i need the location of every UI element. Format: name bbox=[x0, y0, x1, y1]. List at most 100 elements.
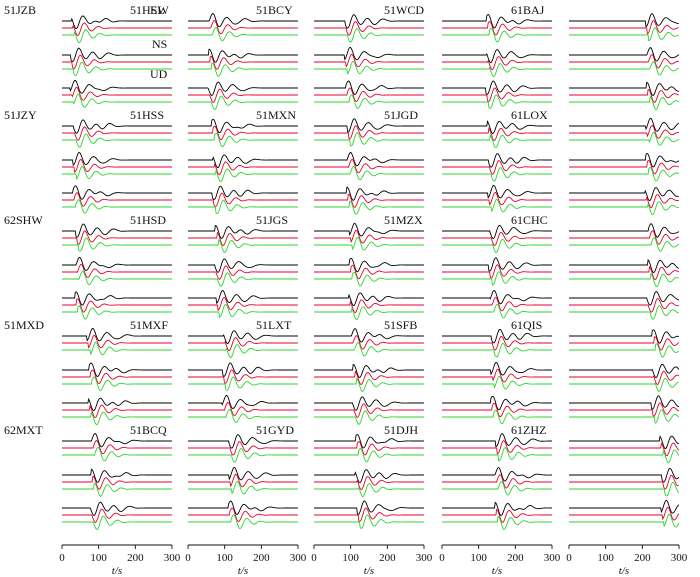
trace-ns-synthetic-1 bbox=[442, 264, 552, 279]
trace-ew-observed bbox=[442, 328, 552, 344]
station-panel-51HSS: 51HSS bbox=[130, 108, 298, 214]
trace-ns-synthetic-1 bbox=[569, 370, 680, 386]
trace-ud-synthetic-2 bbox=[188, 95, 298, 110]
x-axis-col-2: 0 100 200 300 t/s bbox=[185, 544, 307, 577]
trace-ew-synthetic-1 bbox=[569, 20, 679, 35]
trace-ew-synthetic-2 bbox=[188, 448, 298, 463]
trace-ew-synthetic-2 bbox=[188, 344, 298, 359]
x-axis-label: t/s bbox=[238, 565, 248, 577]
trace-ud-synthetic-1 bbox=[569, 298, 679, 313]
trace-ns-synthetic-1 bbox=[188, 265, 298, 280]
trace-ud-observed bbox=[62, 397, 172, 412]
trace-ew-synthetic-2 bbox=[569, 131, 680, 146]
trace-ud-synthetic-1 bbox=[569, 402, 680, 417]
trace-ns-synthetic-1 bbox=[442, 368, 552, 383]
trace-ns-synthetic-2 bbox=[62, 165, 172, 181]
station-panel-51JZY: 51JZY bbox=[4, 108, 172, 214]
station-panel-51MXF: 51MXF bbox=[130, 318, 298, 423]
trace-ns-observed bbox=[62, 362, 172, 377]
trace-ud-observed bbox=[62, 291, 172, 306]
trace-ew-synthetic-2 bbox=[442, 238, 552, 253]
trace-ew-synthetic-1 bbox=[442, 335, 552, 351]
trace-ns-synthetic-1 bbox=[569, 54, 679, 69]
station-label: 51BCQ bbox=[130, 423, 167, 437]
station-label: 51MXF bbox=[130, 318, 168, 332]
trace-ew-observed bbox=[569, 223, 680, 238]
x-tick-label: 0 bbox=[185, 552, 191, 564]
trace-ew-synthetic-2 bbox=[442, 133, 552, 149]
station-panel-51SFB: 51SFB bbox=[384, 318, 552, 425]
trace-ew-synthetic-2 bbox=[188, 132, 298, 148]
station-label: 61LOX bbox=[511, 108, 548, 122]
trace-ud-synthetic-1 bbox=[188, 297, 298, 312]
station-panel-51MXN: 51MXN bbox=[256, 108, 424, 215]
trace-ew-synthetic-2 bbox=[314, 447, 424, 463]
trace-ns-observed bbox=[442, 467, 552, 482]
trace-ns-synthetic-2 bbox=[442, 481, 552, 496]
station-panel-51DJH: 51DJH bbox=[384, 423, 552, 530]
trace-ew-observed bbox=[62, 432, 172, 448]
station-panel-51GYD: 51GYD bbox=[256, 423, 424, 529]
trace-ns-observed bbox=[314, 152, 424, 167]
station-label: 51JGS bbox=[256, 213, 288, 227]
trace-ud-observed bbox=[569, 81, 679, 96]
trace-ew-synthetic-2 bbox=[62, 447, 172, 462]
station-panel-51MXD: 51MXD bbox=[4, 318, 172, 426]
trace-ns-synthetic-2 bbox=[62, 271, 172, 285]
trace-ud-observed bbox=[442, 395, 552, 411]
trace-ns-synthetic-1 bbox=[62, 369, 172, 384]
trace-ew-observed bbox=[569, 13, 679, 28]
trace-ud-synthetic-2 bbox=[188, 304, 298, 319]
x-tick-label: 300 bbox=[290, 552, 307, 564]
trace-ew-synthetic-1 bbox=[314, 229, 424, 244]
trace-ud-observed bbox=[314, 500, 424, 515]
x-axis-label: t/s bbox=[364, 565, 374, 577]
trace-ns-synthetic-2 bbox=[314, 483, 424, 498]
trace-ud-observed bbox=[188, 81, 298, 96]
trace-ns-observed bbox=[188, 362, 298, 377]
trace-ew-observed bbox=[569, 329, 680, 344]
trace-ns-observed bbox=[442, 361, 552, 376]
trace-ud-observed bbox=[188, 185, 298, 201]
station-label: 62SHW bbox=[4, 213, 43, 227]
trace-ew-synthetic-1 bbox=[314, 125, 424, 140]
trace-ud-observed bbox=[62, 185, 172, 200]
trace-ew-synthetic-1 bbox=[314, 21, 424, 36]
trace-ns-synthetic-2 bbox=[62, 482, 172, 497]
trace-ns-synthetic-1 bbox=[442, 56, 552, 71]
trace-ew-synthetic-2 bbox=[62, 133, 172, 148]
x-tick-label: 0 bbox=[59, 552, 65, 564]
trace-ew-observed bbox=[314, 14, 424, 29]
x-tick-label: 300 bbox=[544, 552, 561, 564]
trace-ud-synthetic-1 bbox=[314, 299, 424, 314]
trace-ud-synthetic-2 bbox=[569, 95, 680, 110]
station-panel-51BCY: 51BCY bbox=[256, 3, 424, 109]
trace-ew-synthetic-1 bbox=[62, 230, 172, 245]
trace-ns-observed bbox=[314, 469, 424, 484]
trace-ns-observed bbox=[188, 258, 298, 273]
trace-ew-observed bbox=[188, 434, 298, 449]
trace-ud-synthetic-1 bbox=[62, 298, 172, 313]
trace-ns-synthetic-1 bbox=[314, 476, 424, 491]
trace-ud-synthetic-1 bbox=[314, 403, 424, 418]
trace-ns-synthetic-1 bbox=[314, 264, 424, 280]
trace-ew-observed bbox=[62, 15, 172, 30]
station-panel-51LXT: 51LXT bbox=[256, 318, 424, 425]
trace-ud-synthetic-2 bbox=[314, 94, 424, 109]
trace-ns-observed bbox=[569, 363, 680, 379]
trace-ew-observed bbox=[314, 222, 424, 237]
station-label: 51HSL bbox=[130, 3, 165, 17]
component-label-ns: NS bbox=[152, 37, 167, 51]
trace-ns-synthetic-2 bbox=[314, 377, 424, 392]
trace-ew-synthetic-1 bbox=[442, 231, 552, 247]
trace-ud-synthetic-2 bbox=[62, 411, 172, 426]
station-panel-51HSD: 51HSD bbox=[130, 213, 298, 319]
trace-ew-observed bbox=[569, 117, 680, 132]
trace-ud-observed bbox=[442, 80, 552, 95]
trace-ew-observed bbox=[314, 118, 424, 133]
trace-ud-synthetic-2 bbox=[569, 513, 680, 528]
trace-ud-synthetic-1 bbox=[188, 507, 298, 523]
trace-ud-observed bbox=[62, 501, 172, 516]
trace-ud-synthetic-1 bbox=[442, 297, 552, 312]
trace-ns-synthetic-1 bbox=[569, 160, 680, 175]
